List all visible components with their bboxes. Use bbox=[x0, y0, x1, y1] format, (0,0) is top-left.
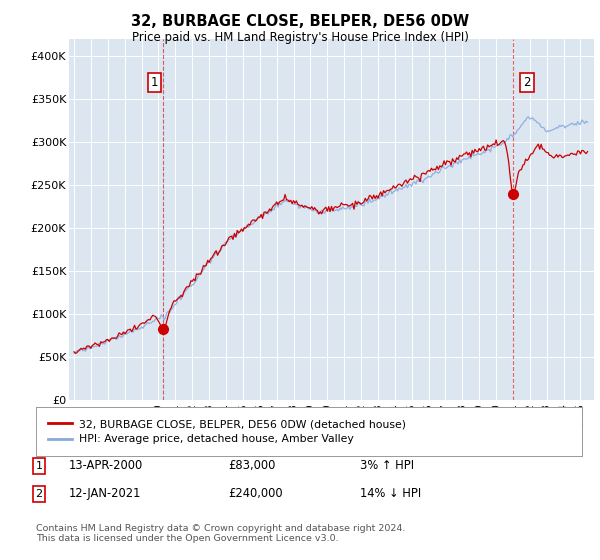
Text: 1: 1 bbox=[35, 461, 43, 471]
Text: 13-APR-2000: 13-APR-2000 bbox=[69, 459, 143, 473]
Text: 32, BURBAGE CLOSE, BELPER, DE56 0DW: 32, BURBAGE CLOSE, BELPER, DE56 0DW bbox=[131, 14, 469, 29]
Legend: 32, BURBAGE CLOSE, BELPER, DE56 0DW (detached house), HPI: Average price, detach: 32, BURBAGE CLOSE, BELPER, DE56 0DW (det… bbox=[44, 415, 410, 449]
Text: 3% ↑ HPI: 3% ↑ HPI bbox=[360, 459, 414, 473]
Text: 1: 1 bbox=[151, 76, 158, 88]
Text: 2: 2 bbox=[35, 489, 43, 499]
Text: 2: 2 bbox=[523, 76, 531, 88]
Text: £240,000: £240,000 bbox=[228, 487, 283, 501]
Text: Contains HM Land Registry data © Crown copyright and database right 2024.
This d: Contains HM Land Registry data © Crown c… bbox=[36, 524, 406, 543]
Text: 12-JAN-2021: 12-JAN-2021 bbox=[69, 487, 142, 501]
Text: Price paid vs. HM Land Registry's House Price Index (HPI): Price paid vs. HM Land Registry's House … bbox=[131, 31, 469, 44]
Text: £83,000: £83,000 bbox=[228, 459, 275, 473]
Text: 14% ↓ HPI: 14% ↓ HPI bbox=[360, 487, 421, 501]
